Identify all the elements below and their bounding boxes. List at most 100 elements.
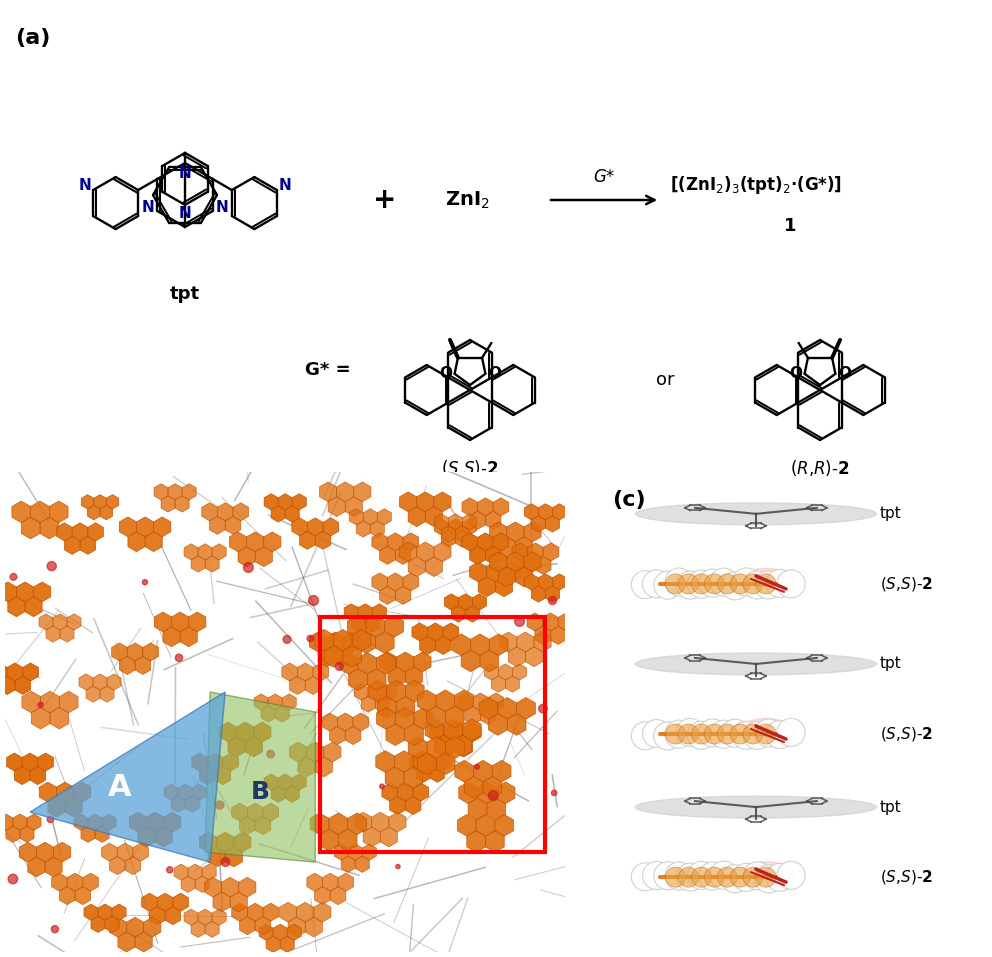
Polygon shape — [400, 542, 417, 562]
Polygon shape — [278, 494, 293, 510]
Polygon shape — [109, 857, 125, 875]
Polygon shape — [347, 615, 366, 637]
Polygon shape — [380, 652, 397, 672]
Polygon shape — [343, 646, 361, 667]
Circle shape — [732, 722, 760, 749]
Polygon shape — [551, 627, 566, 644]
Polygon shape — [275, 706, 290, 723]
Polygon shape — [496, 782, 515, 804]
Polygon shape — [142, 893, 158, 911]
Polygon shape — [524, 552, 542, 571]
Polygon shape — [17, 582, 34, 602]
Polygon shape — [536, 556, 551, 574]
Polygon shape — [388, 533, 403, 551]
Circle shape — [743, 574, 763, 594]
Circle shape — [691, 574, 711, 594]
Circle shape — [704, 574, 724, 594]
Polygon shape — [271, 786, 285, 802]
Polygon shape — [404, 767, 423, 789]
Text: G*: G* — [593, 168, 615, 186]
Circle shape — [309, 595, 318, 606]
Polygon shape — [182, 877, 195, 893]
Polygon shape — [138, 827, 155, 847]
Polygon shape — [451, 634, 470, 656]
Polygon shape — [60, 626, 74, 642]
Polygon shape — [336, 482, 354, 501]
Polygon shape — [339, 653, 358, 674]
Polygon shape — [109, 918, 127, 937]
Polygon shape — [465, 706, 480, 724]
Polygon shape — [498, 664, 513, 680]
Polygon shape — [470, 634, 489, 656]
Polygon shape — [363, 827, 380, 847]
Polygon shape — [176, 496, 189, 512]
Circle shape — [176, 655, 183, 661]
Polygon shape — [425, 719, 443, 741]
Circle shape — [717, 724, 737, 744]
Circle shape — [654, 861, 682, 890]
Circle shape — [8, 875, 18, 884]
Polygon shape — [158, 893, 173, 911]
Polygon shape — [319, 482, 336, 501]
Polygon shape — [498, 567, 516, 587]
Polygon shape — [91, 916, 105, 932]
Polygon shape — [23, 663, 39, 681]
Polygon shape — [137, 517, 154, 537]
Polygon shape — [448, 519, 462, 535]
Circle shape — [704, 867, 724, 887]
Polygon shape — [84, 904, 98, 921]
Circle shape — [777, 719, 806, 746]
Polygon shape — [133, 843, 149, 861]
Polygon shape — [358, 604, 372, 620]
Polygon shape — [453, 735, 472, 757]
Polygon shape — [102, 814, 116, 831]
Polygon shape — [351, 616, 365, 633]
Polygon shape — [268, 694, 282, 710]
Polygon shape — [221, 878, 239, 897]
Polygon shape — [495, 577, 513, 596]
Polygon shape — [348, 844, 362, 860]
Polygon shape — [21, 517, 40, 539]
Polygon shape — [352, 630, 371, 651]
Polygon shape — [285, 506, 300, 523]
Polygon shape — [300, 531, 315, 549]
Polygon shape — [470, 511, 485, 529]
Polygon shape — [337, 713, 353, 731]
Polygon shape — [493, 498, 509, 516]
Circle shape — [730, 574, 750, 594]
Polygon shape — [344, 604, 358, 620]
Circle shape — [643, 569, 671, 598]
Polygon shape — [443, 623, 458, 641]
Polygon shape — [307, 742, 323, 762]
Polygon shape — [119, 657, 135, 675]
Text: N: N — [79, 178, 91, 193]
Polygon shape — [473, 761, 492, 782]
Polygon shape — [52, 873, 67, 891]
Text: tpt: tpt — [170, 285, 200, 303]
Polygon shape — [448, 514, 462, 530]
Polygon shape — [179, 784, 192, 800]
Polygon shape — [443, 719, 462, 741]
Polygon shape — [117, 843, 133, 861]
Polygon shape — [489, 634, 508, 656]
Polygon shape — [377, 509, 391, 525]
Polygon shape — [172, 612, 188, 632]
Polygon shape — [485, 546, 501, 565]
Polygon shape — [457, 814, 476, 836]
Polygon shape — [234, 833, 251, 852]
Text: ZnI$_2$: ZnI$_2$ — [445, 189, 490, 211]
Polygon shape — [48, 797, 65, 817]
Ellipse shape — [738, 568, 794, 593]
Polygon shape — [553, 503, 566, 520]
Polygon shape — [355, 857, 369, 873]
Polygon shape — [408, 507, 426, 526]
Polygon shape — [445, 737, 464, 758]
Circle shape — [717, 574, 737, 594]
Polygon shape — [368, 680, 387, 701]
Polygon shape — [334, 844, 348, 860]
Ellipse shape — [635, 653, 877, 675]
Polygon shape — [201, 502, 217, 521]
Polygon shape — [125, 857, 141, 875]
Polygon shape — [20, 826, 34, 842]
Circle shape — [142, 580, 148, 585]
